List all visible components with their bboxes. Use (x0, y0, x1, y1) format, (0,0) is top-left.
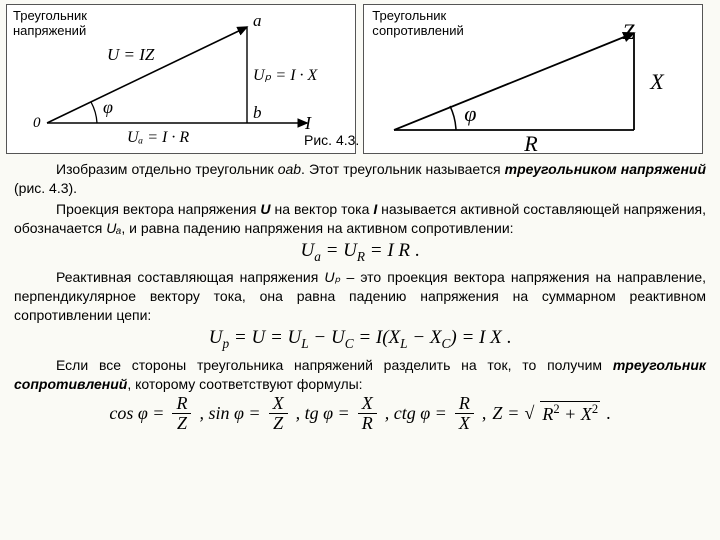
vertex-Z: Z (622, 19, 634, 44)
ctg-den: X (455, 414, 474, 433)
p3-a: Реактивная составляющая напряжения (56, 269, 324, 285)
p1-post: (рис. 4.3). (14, 180, 77, 196)
paragraph-4: Если все стороны треугольника напряжений… (14, 356, 706, 394)
p2-U: U (260, 201, 270, 217)
p2-d: , и равна падению напряжения на активном… (121, 220, 513, 236)
sin-num: X (269, 394, 288, 414)
impedance-triangle-title: Треугольник сопротивлений (372, 9, 463, 39)
paragraph-2: Проекция вектора напряжения U на вектор … (14, 200, 706, 238)
voltage-triangle-title: Треугольник напряжений (13, 9, 87, 39)
impedance-triangle-diagram: Треугольник сопротивлений Z X R φ (363, 4, 703, 154)
p1-term: треугольником напряжений (505, 161, 706, 177)
sin-den: Z (269, 414, 287, 433)
tg-lhs: , tg φ = (296, 403, 350, 424)
ctg-lhs: , ctg φ = (385, 403, 447, 424)
axis-I: I (305, 113, 311, 134)
ctg-num: R (455, 394, 474, 414)
formula-1: Ua = UR = I R . (14, 240, 706, 265)
p2-a: Проекция вектора напряжения (56, 201, 260, 217)
phi-left: φ (103, 97, 113, 118)
p2-Ua: Uₐ (106, 220, 121, 236)
sin-lhs: , sin φ = (199, 403, 260, 424)
p4-b: , которому соответствуют формулы: (127, 376, 362, 392)
p1-pre: Изобразим отдельно треугольник (56, 161, 278, 177)
side-R: R (524, 131, 537, 156)
figure-caption: Рис. 4.3. (304, 132, 359, 154)
phi-right: φ (464, 101, 476, 126)
p1-oab: oab (278, 161, 301, 177)
tg-num: X (358, 394, 377, 414)
cos-den: Z (173, 414, 191, 433)
formula-2: Up = U = UL − UC = I(XL − XC) = I X . (14, 327, 706, 352)
body-text: Изобразим отдельно треугольник oab. Этот… (0, 154, 720, 440)
p4-a: Если все стороны треугольника напряжений… (56, 357, 613, 373)
vertex-b: b (253, 103, 262, 123)
eq-vert: Uₚ = I · X (253, 67, 317, 85)
cos-lhs: cos φ = (109, 403, 164, 424)
figure-row: Треугольник напряжений 0 a b I φ U = IZ … (0, 0, 720, 154)
eq-hyp: U = IZ (107, 45, 154, 65)
p1-mid: . Этот треугольник называется (301, 161, 505, 177)
eq-base: Uₐ = I · R (127, 129, 189, 147)
formula-ratios: cos φ = RZ , sin φ = XZ , tg φ = XR , ct… (14, 394, 706, 433)
side-X: X (650, 69, 663, 94)
paragraph-1: Изобразим отдельно треугольник oab. Этот… (14, 160, 706, 198)
vertex-a: a (253, 11, 262, 31)
cos-num: R (172, 394, 191, 414)
paragraph-3: Реактивная составляющая напряжения Uₚ – … (14, 268, 706, 325)
p2-b: на вектор тока (271, 201, 374, 217)
tg-den: R (358, 414, 377, 433)
p3-Up: Uₚ (324, 269, 340, 285)
origin-label: 0 (33, 115, 41, 132)
